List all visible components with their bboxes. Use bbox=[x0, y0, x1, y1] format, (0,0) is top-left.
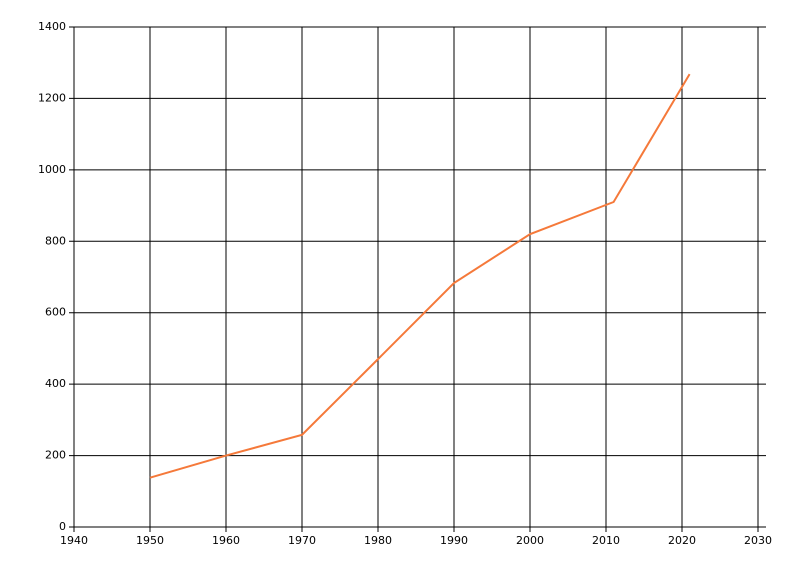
x-tick-label: 2020 bbox=[668, 534, 696, 547]
x-tick-label: 2010 bbox=[592, 534, 620, 547]
x-tick-label: 1970 bbox=[288, 534, 316, 547]
y-tick-label: 800 bbox=[45, 234, 66, 247]
y-tick-label: 1400 bbox=[38, 20, 66, 33]
y-tick-label: 600 bbox=[45, 306, 66, 319]
x-tick-label: 1950 bbox=[136, 534, 164, 547]
x-tick-label: 1990 bbox=[440, 534, 468, 547]
y-tick-label: 0 bbox=[59, 520, 66, 533]
x-tick-label: 2000 bbox=[516, 534, 544, 547]
x-tick-label: 1980 bbox=[364, 534, 392, 547]
data-line bbox=[149, 73, 691, 479]
y-tick-label: 200 bbox=[45, 449, 66, 462]
y-tick-label: 1200 bbox=[38, 91, 66, 104]
x-tick-label: 1960 bbox=[212, 534, 240, 547]
y-tick-label: 400 bbox=[45, 377, 66, 390]
x-tick-label: 1940 bbox=[60, 534, 88, 547]
x-tick-label: 2030 bbox=[744, 534, 772, 547]
y-tick-label: 1000 bbox=[38, 163, 66, 176]
